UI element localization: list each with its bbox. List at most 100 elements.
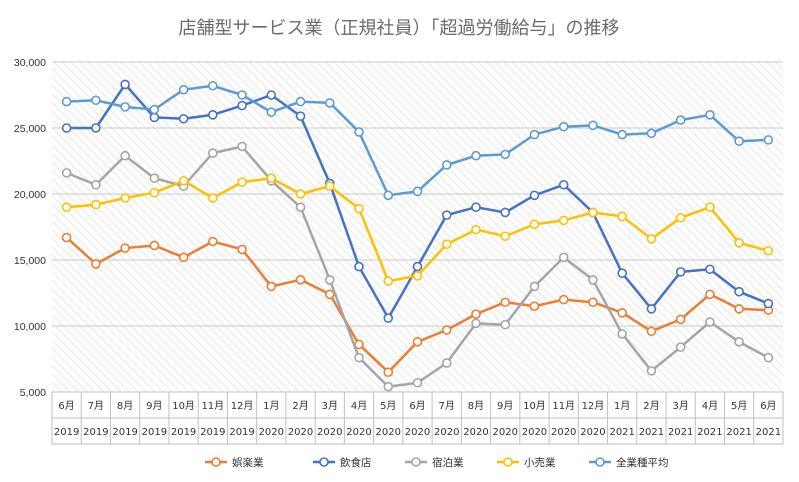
- data-point: [500, 319, 511, 330]
- data-point: [588, 274, 598, 285]
- data-point: [266, 107, 277, 117]
- legend-item: 小売業: [497, 456, 556, 469]
- data-point: [295, 111, 306, 121]
- data-point: [91, 95, 101, 106]
- x-tick-month: 2月: [292, 400, 308, 412]
- x-tick-year: 2020: [317, 427, 342, 438]
- data-point: [675, 115, 686, 125]
- legend: 娯楽業 飲食店 宿泊業 小売業 全業種平均: [205, 456, 669, 469]
- data-point: [617, 307, 627, 318]
- chart-title: 店舗型サービス業（正規社員）「超過労働給与」の推移: [179, 18, 620, 39]
- data-point: [61, 168, 72, 178]
- data-point: [208, 110, 218, 120]
- data-point: [208, 236, 218, 247]
- x-tick-month: 9月: [497, 400, 513, 412]
- plot-area: [52, 62, 783, 392]
- data-point: [354, 352, 364, 363]
- data-point: [558, 179, 569, 190]
- data-point: [500, 207, 511, 218]
- x-tick-year: 2021: [639, 427, 664, 438]
- data-point: [529, 129, 540, 140]
- data-point: [471, 318, 481, 329]
- data-point: [412, 377, 423, 388]
- data-point: [178, 252, 189, 263]
- data-point: [617, 268, 627, 279]
- x-tick-month: 9月: [146, 400, 162, 412]
- x-tick-month: 4月: [351, 400, 367, 412]
- x-tick-month: 6月: [760, 400, 776, 412]
- x-tick-year: 2020: [376, 427, 401, 438]
- data-point: [61, 96, 72, 107]
- x-tick-month: 1月: [614, 400, 630, 412]
- data-point: [441, 210, 452, 220]
- data-point: [646, 366, 657, 376]
- data-point: [295, 202, 306, 212]
- x-tick-year: 2020: [288, 427, 313, 438]
- data-point: [324, 181, 335, 191]
- data-point: [705, 202, 715, 212]
- x-tick-year: 2021: [726, 427, 751, 438]
- data-point: [500, 149, 511, 160]
- data-point: [646, 234, 657, 244]
- legend-marker: [411, 457, 421, 467]
- data-point: [295, 274, 306, 285]
- data-point: [588, 207, 598, 218]
- data-point: [354, 203, 364, 214]
- y-tick-label: 30,000: [14, 57, 46, 69]
- data-point: [763, 352, 774, 363]
- x-tick-month: 11月: [552, 400, 575, 412]
- data-point: [588, 297, 598, 308]
- legend-item: 宿泊業: [405, 456, 464, 469]
- x-tick-month: 11月: [201, 400, 224, 412]
- y-tick-label: 15,000: [14, 255, 46, 267]
- data-point: [558, 215, 569, 226]
- data-point: [120, 79, 130, 90]
- legend-item: 全業種平均: [589, 456, 669, 469]
- data-point: [120, 102, 130, 112]
- x-tick-year: 2019: [54, 427, 79, 438]
- legend-item: 娯楽業: [205, 456, 264, 469]
- x-axis-table: 6月 2019 7月 2019 8月 2019 9月 2019 10月 2019 11月 2019 12…: [51, 391, 784, 445]
- data-point: [91, 199, 101, 210]
- data-point: [354, 261, 364, 272]
- legend-label: 娯楽業: [232, 456, 264, 469]
- data-point: [383, 190, 394, 201]
- data-point: [529, 190, 540, 201]
- data-point: [412, 186, 423, 197]
- data-point: [120, 193, 130, 203]
- data-point: [734, 238, 744, 248]
- data-point: [237, 100, 247, 111]
- data-point: [529, 281, 540, 292]
- series-全業種平均: [61, 80, 774, 201]
- data-point: [149, 104, 160, 115]
- data-point: [734, 304, 744, 314]
- data-point: [558, 252, 569, 263]
- series-小売業: [61, 173, 774, 286]
- data-point: [471, 202, 481, 212]
- data-point: [383, 367, 394, 378]
- legend-marker: [319, 457, 329, 467]
- data-point: [266, 90, 277, 100]
- data-point: [646, 304, 657, 314]
- data-point: [675, 267, 686, 277]
- data-point: [412, 337, 423, 347]
- data-point: [266, 173, 277, 183]
- legend-label: 飲食店: [340, 456, 372, 469]
- x-tick-month: 7月: [439, 400, 455, 412]
- data-point: [471, 150, 481, 161]
- y-axis: 5,000 10,000 15,000 20,000 25,000 30,000: [14, 57, 46, 399]
- x-tick-month: 10月: [523, 400, 546, 412]
- x-tick-month: 6月: [58, 400, 74, 412]
- data-point: [500, 297, 511, 308]
- y-tick-label: 10,000: [14, 321, 46, 333]
- x-tick-year: 2020: [580, 427, 605, 438]
- x-tick-year: 2020: [259, 427, 284, 438]
- x-tick-year: 2020: [522, 427, 547, 438]
- data-point: [646, 128, 657, 139]
- data-point: [675, 314, 686, 325]
- data-point: [383, 313, 394, 323]
- x-tick-month: 12月: [582, 400, 605, 412]
- y-tick-label: 5,000: [20, 387, 46, 399]
